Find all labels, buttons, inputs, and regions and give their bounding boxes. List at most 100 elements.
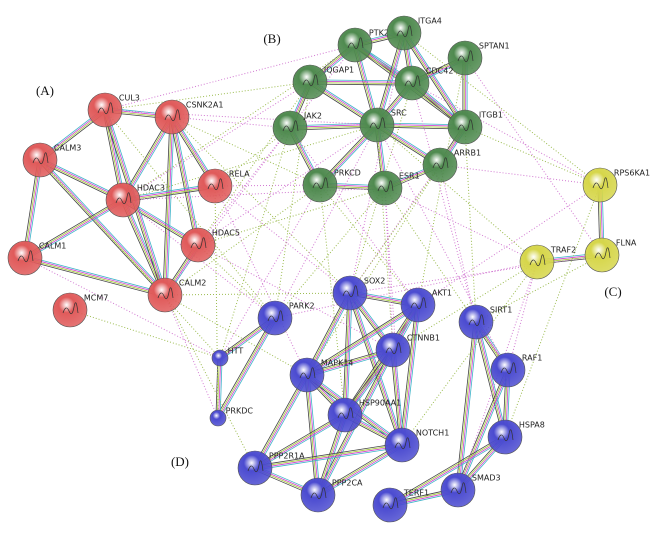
dotted-edge bbox=[164, 294, 256, 469]
edge bbox=[476, 321, 507, 437]
dotted-edge bbox=[384, 187, 538, 263]
edge bbox=[165, 117, 174, 296]
edge bbox=[343, 292, 350, 415]
node-label: TRAF2 bbox=[550, 246, 576, 255]
edge bbox=[477, 321, 508, 437]
node-label: PPP2R1A bbox=[269, 452, 305, 461]
node-structure bbox=[310, 487, 327, 500]
edge bbox=[308, 374, 321, 495]
edge bbox=[473, 322, 504, 438]
dotted-edge bbox=[39, 159, 221, 359]
node bbox=[332, 275, 368, 311]
edge bbox=[254, 443, 402, 468]
node-structure bbox=[529, 254, 546, 267]
dotted-edge bbox=[164, 294, 219, 419]
dotted-edge bbox=[171, 116, 291, 129]
node bbox=[289, 357, 325, 393]
cluster-label: (B) bbox=[263, 31, 280, 46]
node-label: IQGAP1 bbox=[324, 66, 354, 75]
node bbox=[582, 167, 618, 203]
node-label: CTNNB1 bbox=[407, 334, 440, 343]
edge bbox=[38, 161, 164, 297]
edge bbox=[23, 197, 123, 257]
node bbox=[22, 142, 58, 178]
dotted-edge bbox=[349, 32, 405, 294]
node-structure bbox=[457, 50, 474, 63]
node-structure bbox=[410, 297, 427, 310]
node-label: CALM2 bbox=[179, 279, 207, 288]
node bbox=[386, 15, 422, 51]
node-label: ITGB1 bbox=[479, 111, 503, 120]
dotted-edge bbox=[464, 126, 477, 323]
node-structure bbox=[190, 237, 207, 250]
dotted-edge bbox=[401, 261, 538, 446]
edge bbox=[169, 117, 197, 246]
node-structure bbox=[396, 25, 413, 38]
node-structure bbox=[299, 367, 316, 380]
edge bbox=[253, 412, 345, 467]
node-structure bbox=[394, 437, 411, 450]
node bbox=[447, 109, 483, 145]
node bbox=[384, 427, 420, 463]
node bbox=[487, 419, 523, 455]
dotted-edge bbox=[164, 294, 308, 376]
node-structure bbox=[377, 180, 394, 193]
dotted-edge bbox=[219, 127, 291, 359]
node-structure bbox=[382, 497, 399, 510]
node-label: ESR1 bbox=[399, 172, 420, 181]
edge bbox=[306, 304, 418, 375]
node-structure bbox=[17, 250, 34, 263]
dotted-edge bbox=[376, 124, 394, 351]
nodes: CUL3 CSNK2A1 CALM3 HDAC3 RELA CALM1 HDAC5 CALM2… bbox=[7, 15, 650, 523]
node-label: CALM3 bbox=[54, 144, 82, 153]
edge bbox=[456, 321, 476, 490]
node bbox=[154, 99, 190, 135]
node bbox=[519, 244, 555, 280]
node-structure bbox=[115, 192, 132, 205]
dotted-edge bbox=[214, 184, 321, 187]
edge bbox=[399, 304, 417, 445]
node bbox=[327, 397, 363, 433]
edge bbox=[455, 369, 507, 490]
node-label: RAF1 bbox=[522, 354, 542, 363]
edge bbox=[404, 32, 466, 127]
edge bbox=[172, 116, 200, 245]
node-label: SOX2 bbox=[364, 277, 385, 286]
edge bbox=[403, 33, 465, 128]
dotted-edge bbox=[464, 57, 603, 256]
node-structure bbox=[450, 482, 467, 495]
edge bbox=[255, 415, 346, 469]
node-label: NOTCH1 bbox=[416, 429, 449, 438]
edge bbox=[307, 306, 420, 378]
node-label: CDC42 bbox=[426, 67, 454, 76]
node-label: PTK2 bbox=[369, 29, 389, 38]
node bbox=[211, 349, 229, 367]
node-label: RELA bbox=[229, 170, 250, 179]
dotted-edge bbox=[164, 292, 351, 296]
node bbox=[359, 107, 395, 143]
node-label: FLNA bbox=[616, 239, 637, 248]
node-structure bbox=[497, 429, 514, 442]
node-label: CSNK2A1 bbox=[186, 101, 224, 110]
edge bbox=[25, 201, 125, 261]
node-structure bbox=[432, 157, 449, 170]
node bbox=[400, 287, 436, 323]
node bbox=[147, 277, 183, 313]
node bbox=[302, 167, 338, 203]
edge bbox=[254, 442, 402, 467]
node-structure bbox=[592, 177, 609, 190]
node bbox=[458, 304, 494, 340]
node-label: HSPA8 bbox=[519, 421, 545, 430]
node bbox=[300, 477, 336, 513]
node-label: MAPK14 bbox=[321, 359, 354, 368]
dotted-edge bbox=[417, 184, 601, 306]
node bbox=[367, 170, 403, 206]
node bbox=[372, 487, 408, 523]
node-label: RPS6KA1 bbox=[614, 169, 650, 178]
node bbox=[490, 352, 526, 388]
edge bbox=[304, 375, 317, 496]
edge bbox=[254, 374, 307, 468]
dotted-edge bbox=[319, 184, 419, 306]
node bbox=[447, 40, 483, 76]
dotted-edge bbox=[319, 184, 346, 416]
